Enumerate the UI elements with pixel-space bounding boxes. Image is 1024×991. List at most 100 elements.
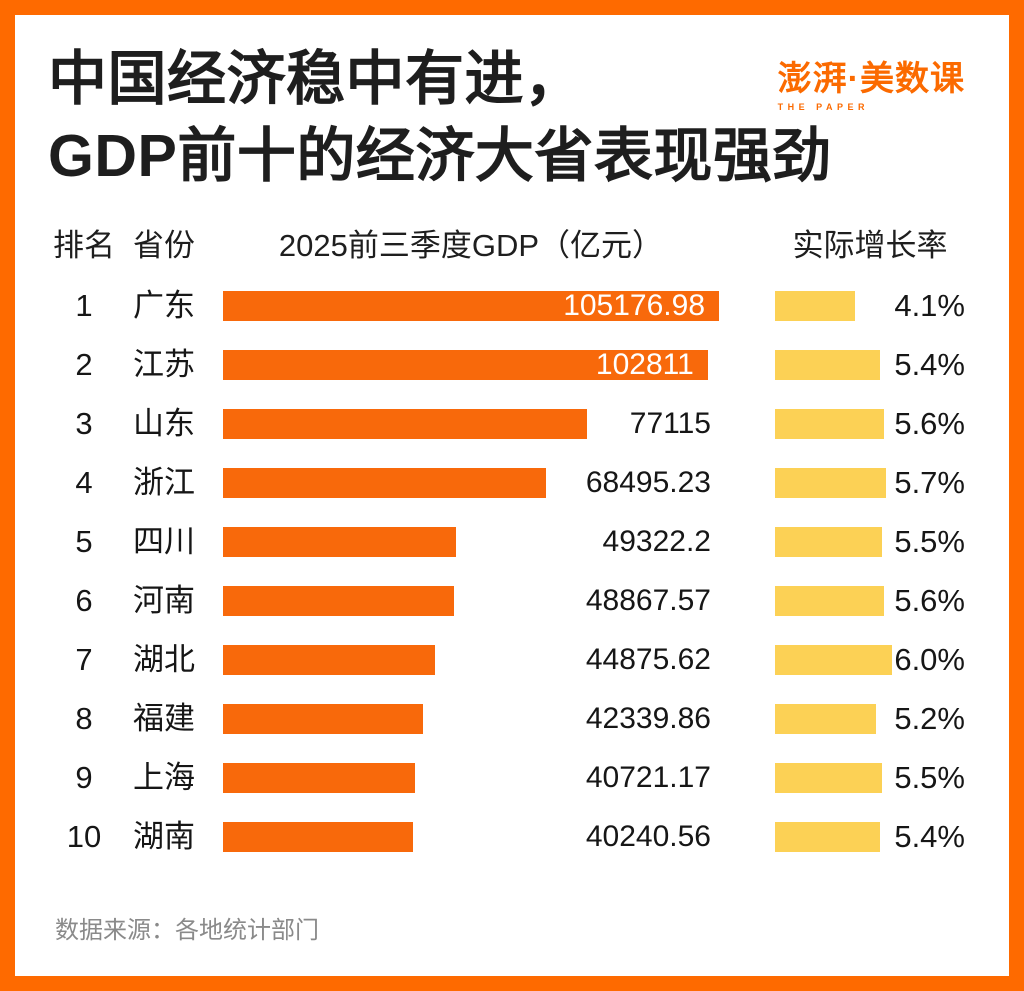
data-source: 数据来源：各地统计部门	[55, 917, 319, 944]
growth-bar-cell: 5.4%	[775, 819, 965, 854]
growth-bar-cell: 5.6%	[775, 406, 965, 441]
province-label: 广东	[133, 288, 195, 323]
column-header-rank: 排名	[53, 228, 115, 263]
growth-bar	[775, 468, 887, 498]
gdp-bar	[223, 704, 423, 734]
province-label: 福建	[133, 701, 195, 736]
gdp-bar-cell: 68495.23	[223, 468, 719, 498]
province-label: 湖南	[133, 819, 195, 854]
rank-label: 2	[75, 347, 93, 382]
table-row: 8 福建 42339.86 5.2%	[48, 701, 965, 736]
gdp-bar	[223, 645, 435, 675]
gdp-bar-cell: 49322.2	[223, 527, 719, 557]
growth-bar	[775, 822, 881, 852]
gdp-value: 44875.62	[585, 643, 711, 676]
gdp-bar	[223, 822, 413, 852]
gdp-bar-cell: 40721.17	[223, 763, 719, 793]
rank-label: 3	[75, 406, 93, 441]
gdp-bar	[223, 409, 587, 439]
table-header-row: 排名 省份 2025前三季度GDP（亿元） 实际增长率	[48, 228, 965, 264]
gdp-value: 42339.86	[585, 702, 711, 735]
growth-bar	[775, 527, 883, 557]
growth-value: 5.4%	[894, 819, 965, 854]
brand-logo-subtext: THE PAPER	[777, 102, 870, 112]
growth-value: 6.0%	[894, 642, 965, 677]
province-label: 江苏	[133, 347, 195, 382]
growth-value: 5.5%	[894, 524, 965, 559]
rank-label: 10	[66, 819, 102, 854]
page-title: 中国经济稳中有进， GDP前十的经济大省表现强劲	[48, 41, 832, 195]
rank-label: 9	[75, 760, 93, 795]
rank-label: 1	[75, 288, 93, 323]
gdp-bar-cell: 44875.62	[223, 645, 719, 675]
gdp-bar-cell: 77115	[223, 409, 719, 439]
gdp-bar	[223, 468, 546, 498]
table-row: 10 湖南 40240.56 5.4%	[48, 819, 965, 854]
province-label: 四川	[133, 524, 195, 559]
rank-label: 5	[75, 524, 93, 559]
table-row: 7 湖北 44875.62 6.0%	[48, 642, 965, 677]
province-label: 湖北	[133, 642, 195, 677]
gdp-value: 102811	[595, 348, 694, 381]
province-label: 上海	[133, 760, 195, 795]
growth-value: 5.7%	[894, 465, 965, 500]
growth-bar-cell: 5.4%	[775, 347, 965, 382]
gdp-value: 40721.17	[585, 761, 711, 794]
column-header-growth: 实际增长率	[792, 228, 948, 263]
gdp-bar-cell: 102811	[223, 350, 719, 380]
title-line-2: GDP前十的经济大省表现强劲	[48, 123, 832, 189]
gdp-bar	[223, 291, 719, 321]
gdp-value: 68495.23	[585, 466, 711, 499]
brand-logo: 澎湃·美数课 THE PAPER	[778, 51, 965, 112]
growth-value: 5.5%	[894, 760, 965, 795]
province-label: 山东	[133, 406, 195, 441]
table-row: 6 河南 48867.57 5.6%	[48, 583, 965, 618]
gdp-bar-cell: 42339.86	[223, 704, 719, 734]
province-label: 浙江	[133, 465, 195, 500]
growth-value: 5.4%	[894, 347, 965, 382]
growth-bar-cell: 5.6%	[775, 583, 965, 618]
growth-bar	[775, 645, 892, 675]
title-line-1: 中国经济稳中有进，	[48, 46, 584, 112]
rank-label: 4	[75, 465, 93, 500]
gdp-bar	[223, 350, 708, 380]
growth-bar-cell: 5.7%	[775, 465, 965, 500]
gdp-value: 77115	[629, 407, 711, 440]
rank-label: 8	[75, 701, 93, 736]
chart-rows: 1 广东 105176.98 4.1% 2 江苏 102811 5.4% 3 山…	[48, 288, 965, 881]
gdp-value: 40240.56	[585, 820, 711, 853]
gdp-bar	[223, 527, 456, 557]
gdp-bar	[223, 586, 454, 616]
growth-bar-cell: 5.5%	[775, 760, 965, 795]
growth-value: 5.6%	[894, 406, 965, 441]
rank-label: 7	[75, 642, 93, 677]
column-header-province: 省份	[133, 228, 195, 263]
growth-value: 4.1%	[894, 288, 965, 323]
growth-bar	[775, 586, 885, 616]
table-row: 4 浙江 68495.23 5.7%	[48, 465, 965, 500]
gdp-value: 48867.57	[585, 584, 711, 617]
growth-bar	[775, 291, 855, 321]
growth-bar	[775, 409, 885, 439]
rank-label: 6	[75, 583, 93, 618]
gdp-bar-cell: 105176.98	[223, 291, 719, 321]
gdp-bar-cell: 48867.57	[223, 586, 719, 616]
gdp-value: 49322.2	[602, 525, 711, 558]
growth-bar	[775, 704, 877, 734]
growth-bar-cell: 6.0%	[775, 642, 965, 677]
table-row: 5 四川 49322.2 5.5%	[48, 524, 965, 559]
gdp-bar	[223, 763, 415, 793]
gdp-bar-cell: 40240.56	[223, 822, 719, 852]
column-header-gdp: 2025前三季度GDP（亿元）	[278, 228, 664, 263]
growth-bar	[775, 763, 883, 793]
table-row: 1 广东 105176.98 4.1%	[48, 288, 965, 323]
growth-bar-cell: 5.2%	[775, 703, 965, 734]
growth-bar	[775, 350, 881, 380]
growth-value: 5.6%	[894, 583, 965, 618]
table-row: 3 山东 77115 5.6%	[48, 406, 965, 441]
table-row: 9 上海 40721.17 5.5%	[48, 760, 965, 795]
brand-logo-text: 澎湃·美数课	[777, 60, 965, 98]
growth-bar-cell: 4.1%	[775, 288, 965, 323]
gdp-value: 105176.98	[563, 289, 705, 322]
